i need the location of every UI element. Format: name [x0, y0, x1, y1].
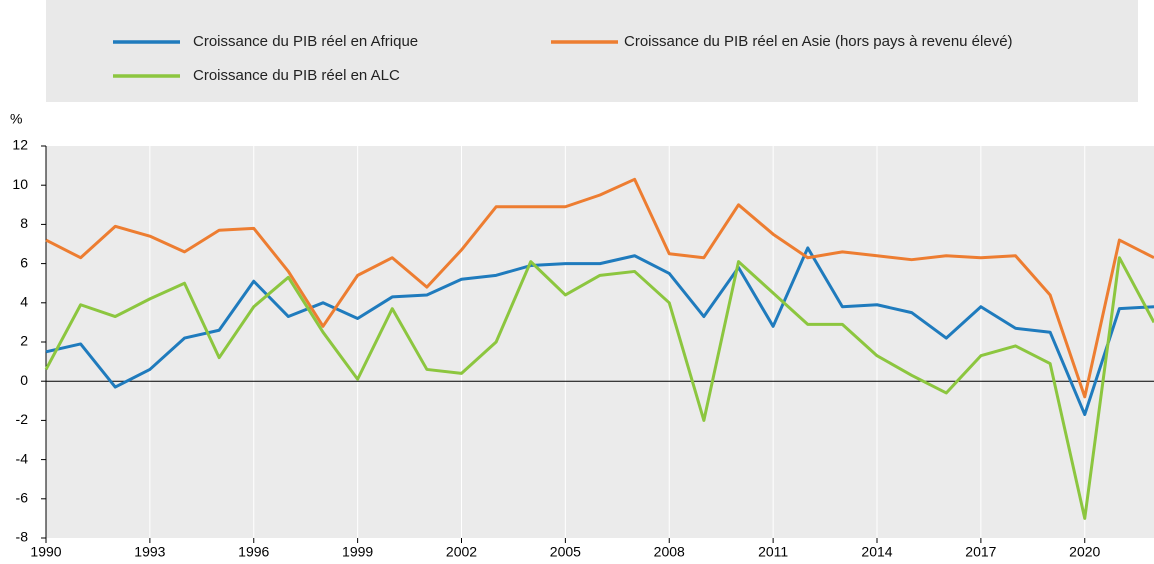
x-tick-label: 2005 — [550, 544, 581, 560]
x-tick-label: 2008 — [654, 544, 685, 560]
x-tick-label: 2014 — [861, 544, 892, 560]
y-tick-label: 4 — [20, 294, 28, 310]
x-tick-label: 2002 — [446, 544, 477, 560]
series-line — [44, 256, 1154, 520]
x-tick-label: 1993 — [134, 544, 165, 560]
y-tick-label: 0 — [20, 372, 28, 388]
y-tick-label: -4 — [16, 450, 29, 466]
legend-label: Croissance du PIB réel en Afrique — [193, 33, 418, 50]
legend-label: Croissance du PIB réel en ALC — [193, 67, 400, 84]
x-tick-label: 1996 — [238, 544, 269, 560]
x-tick-label: 1990 — [30, 544, 61, 560]
legend-box — [46, 0, 1138, 102]
y-tick-label: 10 — [12, 176, 28, 192]
x-tick-label: 2017 — [965, 544, 996, 560]
x-tick-label: 2011 — [758, 544, 788, 560]
y-tick-label: 8 — [20, 215, 28, 231]
y-axis-label: % — [10, 111, 22, 127]
y-tick-label: 6 — [20, 254, 28, 270]
y-tick-label: 12 — [12, 137, 28, 153]
x-tick-label: 1999 — [342, 544, 373, 560]
legend-label: Croissance du PIB réel en Asie (hors pay… — [624, 33, 1013, 50]
y-tick-label: -8 — [16, 529, 29, 545]
series-line — [45, 177, 1154, 399]
y-tick-label: -2 — [16, 411, 29, 427]
y-tick-label: -6 — [16, 490, 29, 506]
series-line — [45, 246, 1154, 417]
x-tick-label: 2020 — [1069, 544, 1100, 560]
y-tick-label: 2 — [20, 333, 28, 349]
